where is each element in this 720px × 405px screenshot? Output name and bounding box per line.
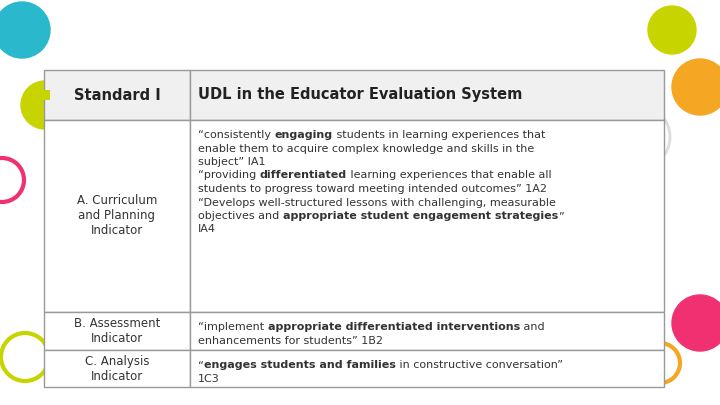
Text: learning experiences that enable all: learning experiences that enable all — [347, 171, 552, 181]
Text: A. Curriculum
and Planning
Indicator: A. Curriculum and Planning Indicator — [77, 194, 157, 237]
Bar — [190, 120, 664, 312]
Bar — [44, 350, 190, 387]
Circle shape — [648, 6, 696, 54]
Text: enhancements for students” 1B2: enhancements for students” 1B2 — [198, 335, 383, 345]
Circle shape — [21, 81, 69, 129]
Bar — [190, 350, 664, 387]
Bar — [40, 90, 50, 100]
Text: ”: ” — [558, 211, 564, 221]
Text: “implement: “implement — [198, 322, 268, 332]
Text: UDL in the Educator Evaluation System: UDL in the Educator Evaluation System — [198, 87, 523, 102]
Bar — [190, 70, 664, 120]
Bar — [190, 312, 664, 350]
Text: B. Assessment
Indicator: B. Assessment Indicator — [74, 317, 160, 345]
Text: subject” IA1: subject” IA1 — [198, 157, 266, 167]
Text: appropriate student engagement strategies: appropriate student engagement strategie… — [283, 211, 558, 221]
Text: Standard I: Standard I — [73, 87, 161, 102]
Text: engages students and families: engages students and families — [204, 360, 396, 370]
Text: students in learning experiences that: students in learning experiences that — [333, 130, 545, 140]
Text: objectives and: objectives and — [198, 211, 283, 221]
Text: and: and — [520, 322, 544, 332]
Circle shape — [672, 295, 720, 351]
Text: students to progress toward meeting intended outcomes” 1A2: students to progress toward meeting inte… — [198, 184, 547, 194]
Text: IA4: IA4 — [198, 224, 216, 234]
Bar — [44, 70, 190, 120]
Text: differentiated: differentiated — [260, 171, 347, 181]
Text: C. Analysis
Indicator: C. Analysis Indicator — [85, 354, 149, 382]
Text: “consistently: “consistently — [198, 130, 274, 140]
Text: 1C3: 1C3 — [198, 373, 220, 384]
Text: enable them to acquire complex knowledge and skills in the: enable them to acquire complex knowledge… — [198, 143, 534, 153]
Circle shape — [672, 59, 720, 115]
Bar — [44, 120, 190, 312]
Text: appropriate differentiated interventions: appropriate differentiated interventions — [268, 322, 520, 332]
Text: “providing: “providing — [198, 171, 260, 181]
Text: “: “ — [198, 360, 204, 370]
Text: in constructive conversation”: in constructive conversation” — [396, 360, 563, 370]
Bar — [44, 312, 190, 350]
Circle shape — [0, 2, 50, 58]
Text: engaging: engaging — [274, 130, 333, 140]
Text: “Develops well-structured lessons with challenging, measurable: “Develops well-structured lessons with c… — [198, 198, 556, 207]
